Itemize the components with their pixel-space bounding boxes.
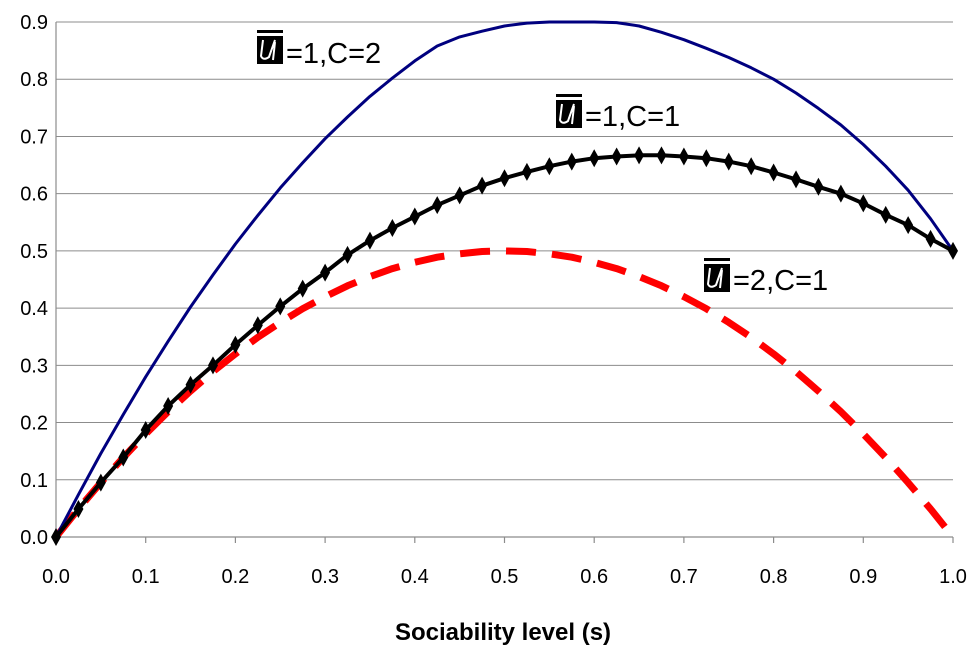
data-point-marker (364, 231, 375, 250)
data-point-marker (163, 396, 174, 415)
data-point-marker (432, 196, 443, 215)
curve-label-text: =2,C=1 (733, 265, 828, 297)
curve-label-3: =2,C=1 (704, 258, 828, 297)
data-point-marker (320, 263, 331, 282)
y-tick-label: 0.9 (20, 12, 48, 34)
data-point-marker (791, 170, 802, 189)
x-tick-label: 0.5 (491, 566, 519, 588)
data-point-marker (95, 473, 106, 492)
x-tick-label: 0.8 (760, 566, 788, 588)
series-line-1 (54, 20, 955, 538)
curve-label-1: =1,C=2 (257, 30, 381, 70)
data-point-marker (925, 229, 936, 248)
glyph-overline (257, 30, 283, 33)
x-tick-label: 0.6 (580, 566, 608, 588)
y-tick-label: 0.8 (20, 69, 48, 91)
y-tick-label: 0.0 (20, 527, 48, 549)
data-point-marker (73, 499, 84, 518)
x-tick-label: 0.2 (221, 566, 249, 588)
x-tick-label: 0.4 (401, 566, 429, 588)
x-tick-label: 0.1 (132, 566, 160, 588)
data-point-marker (454, 186, 465, 205)
data-point-marker (207, 356, 218, 375)
data-point-marker (768, 163, 779, 182)
y-tick-label: 0.4 (20, 298, 48, 320)
data-point-marker (835, 184, 846, 203)
gridlines (56, 21, 953, 481)
glyph-overline (704, 258, 730, 261)
data-point-marker (252, 316, 263, 335)
data-point-marker (409, 207, 420, 226)
y-tick-labels: 0.0 0.1 0.2 0.3 0.4 0.5 0.6 0.7 0.8 0.9 (20, 12, 48, 549)
data-point-marker (634, 146, 645, 165)
x-tick-label: 0.0 (42, 566, 70, 588)
data-point-marker (544, 157, 555, 176)
data-point-marker (477, 176, 488, 195)
y-tick-label: 0.1 (20, 470, 48, 492)
data-point-marker (903, 216, 914, 235)
data-point-marker (678, 147, 689, 166)
data-point-marker (589, 149, 600, 168)
diamond-markers (51, 146, 958, 546)
x-tick-labels: 0.0 0.1 0.2 0.3 0.4 0.5 0.6 0.7 0.8 0.9 1.0 (42, 566, 967, 588)
data-point-marker (342, 245, 353, 264)
data-point-marker (701, 149, 712, 168)
data-point-marker (118, 448, 129, 467)
x-tick-label: 1.0 (939, 566, 967, 588)
x-axis-label: Sociability level (s) (395, 619, 611, 646)
data-point-marker (51, 528, 61, 546)
data-point-marker (723, 152, 734, 171)
curve-annotations: =1,C=2 =1,C=1 =2,C=1 (257, 30, 828, 297)
data-point-marker (611, 147, 622, 166)
data-point-marker (185, 375, 196, 394)
data-point-marker (230, 335, 241, 354)
series-line-3 (53, 247, 956, 540)
data-point-marker (880, 205, 891, 224)
x-tick-label: 0.7 (670, 566, 698, 588)
curve-label-text: =1,C=2 (286, 38, 381, 70)
curve-label-text: =1,C=1 (585, 101, 680, 133)
data-point-marker (275, 297, 286, 316)
y-tick-label: 0.7 (20, 126, 48, 148)
x-tick-label: 0.3 (311, 566, 339, 588)
y-tick-label: 0.2 (20, 413, 48, 435)
data-point-marker (656, 146, 667, 165)
curve-label-2: =1,C=1 (556, 94, 680, 133)
y-tick-label: 0.5 (20, 241, 48, 263)
glyph-overline (556, 94, 582, 97)
data-point-marker (858, 194, 869, 213)
y-tick-label: 0.3 (20, 355, 48, 377)
u-bar-symbol-icon (556, 100, 582, 128)
data-point-marker (948, 241, 958, 260)
u-bar-symbol-icon (704, 264, 730, 292)
data-point-marker (499, 169, 510, 188)
x-tick-label: 0.9 (849, 566, 877, 588)
u-bar-symbol-icon (257, 36, 283, 64)
y-tick-label: 0.6 (20, 184, 48, 206)
data-point-marker (297, 279, 308, 298)
data-point-marker (566, 152, 577, 171)
data-point-marker (521, 162, 532, 181)
data-point-marker (746, 157, 757, 176)
data-point-marker (140, 420, 151, 439)
data-point-marker (813, 177, 824, 196)
data-point-marker (387, 219, 398, 237)
